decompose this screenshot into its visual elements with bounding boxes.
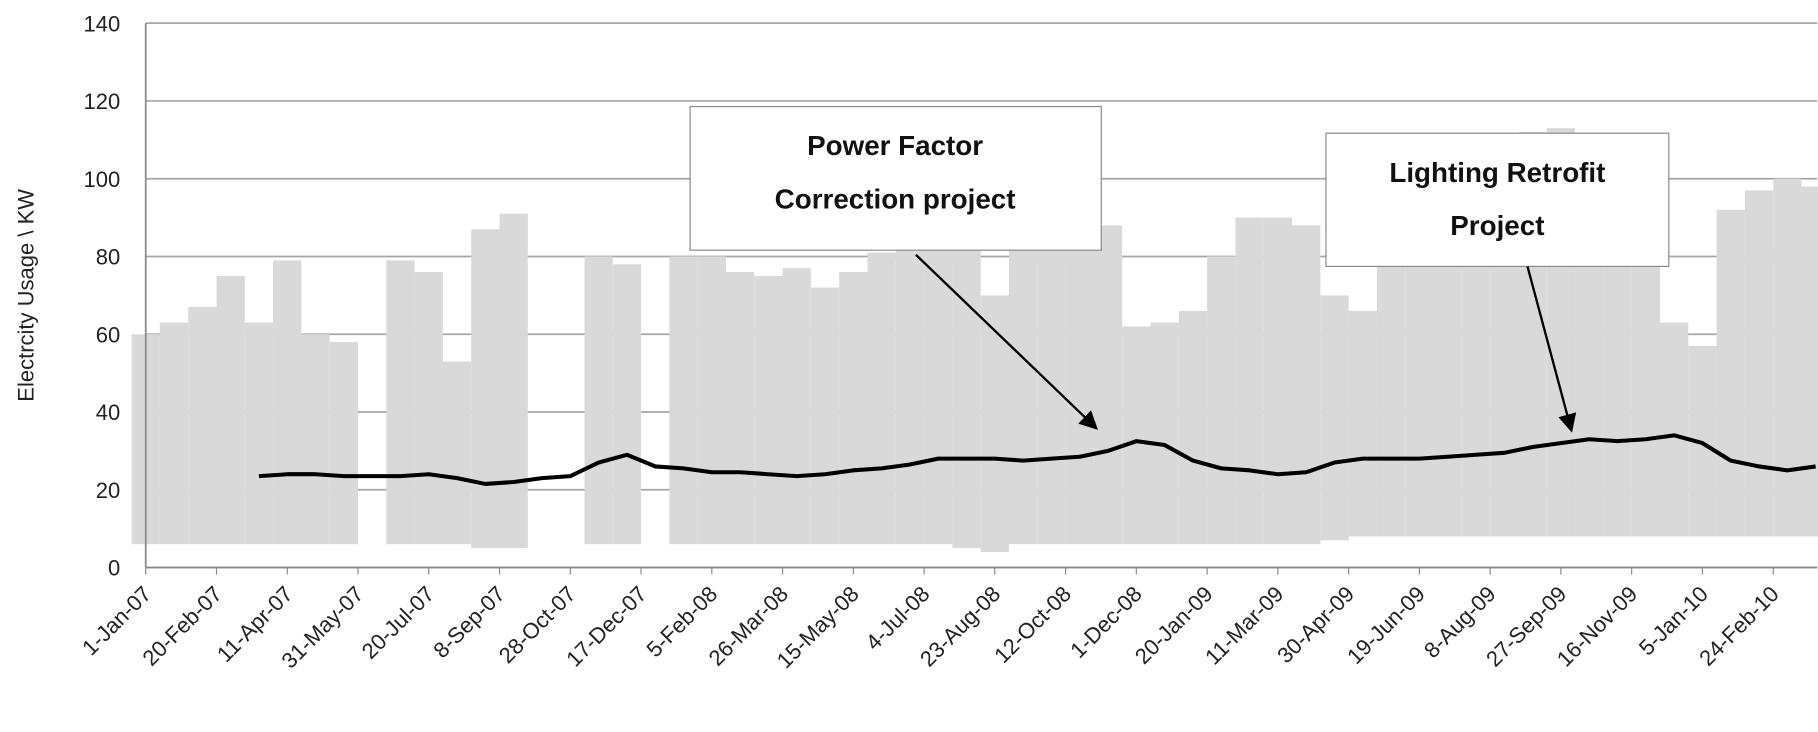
usage-range — [754, 275, 783, 545]
usage-range — [1744, 190, 1774, 537]
y-tick-label: 140 — [84, 11, 121, 36]
usage-range — [386, 260, 415, 545]
y-tick-label: 120 — [84, 89, 121, 114]
usage-range — [216, 275, 245, 545]
usage-range — [1773, 178, 1802, 537]
usage-range — [952, 233, 981, 549]
usage-range — [924, 225, 953, 545]
usage-range — [1659, 322, 1689, 537]
usage-range — [188, 307, 217, 545]
usage-range — [1348, 310, 1377, 537]
usage-range — [1235, 217, 1264, 545]
y-tick-label: 40 — [96, 400, 120, 425]
y-axis-label: Electrcity Usage \ KW — [13, 189, 38, 402]
usage-range — [669, 256, 698, 545]
usage-range — [329, 342, 359, 545]
usage-range — [442, 361, 472, 545]
usage-range — [1093, 225, 1123, 545]
x-tick-label: 12-Oct-08 — [989, 581, 1076, 668]
usage-range — [499, 213, 528, 549]
usage-range — [1292, 225, 1321, 545]
y-tick-label: 100 — [84, 167, 121, 192]
usage-range — [895, 217, 925, 545]
usage-range — [1376, 256, 1406, 537]
marks — [131, 128, 1818, 552]
usage-range — [1207, 256, 1236, 545]
y-tick-label: 80 — [96, 245, 120, 270]
usage-range — [1801, 186, 1818, 537]
y-tick-label: 0 — [108, 556, 120, 581]
annotation-arrow — [915, 253, 1098, 430]
usage-range — [301, 334, 330, 545]
x-tick-label: 19-Jun-09 — [1342, 581, 1430, 669]
usage-range — [273, 260, 302, 545]
y-tick-label: 60 — [96, 322, 120, 347]
usage-range — [414, 272, 443, 545]
usage-range — [782, 268, 811, 545]
usage-range — [1122, 326, 1151, 545]
annotation-text: Power Factor — [807, 130, 983, 161]
usage-range — [1263, 217, 1293, 545]
usage-range — [810, 287, 840, 545]
annotation-text: Project — [1450, 210, 1544, 241]
usage-range — [584, 256, 613, 545]
annotation-box — [689, 105, 1102, 251]
usage-range — [1320, 295, 1349, 541]
y-tick-label: 20 — [96, 478, 120, 503]
usage-range — [867, 252, 896, 545]
annotation-arrow — [1526, 266, 1577, 433]
usage-range — [1178, 310, 1208, 545]
usage-range — [697, 256, 726, 545]
moving-average-line — [258, 433, 1816, 486]
x-tick-label: 20-Jul-07 — [357, 581, 440, 664]
annotation-box — [1325, 132, 1670, 267]
usage-range — [1716, 209, 1745, 537]
usage-range — [725, 272, 755, 545]
x-tick-label: 11-Mar-09 — [1200, 581, 1288, 669]
usage-range — [159, 322, 189, 545]
usage-range — [471, 229, 500, 549]
usage-range — [612, 264, 642, 545]
usage-range — [244, 322, 274, 545]
usage-range — [839, 272, 868, 545]
annotation-text: Lighting Retrofit — [1389, 157, 1605, 188]
annotation-text: Correction project — [775, 183, 1016, 214]
usage-range — [1150, 322, 1179, 545]
usage-range — [980, 295, 1009, 552]
